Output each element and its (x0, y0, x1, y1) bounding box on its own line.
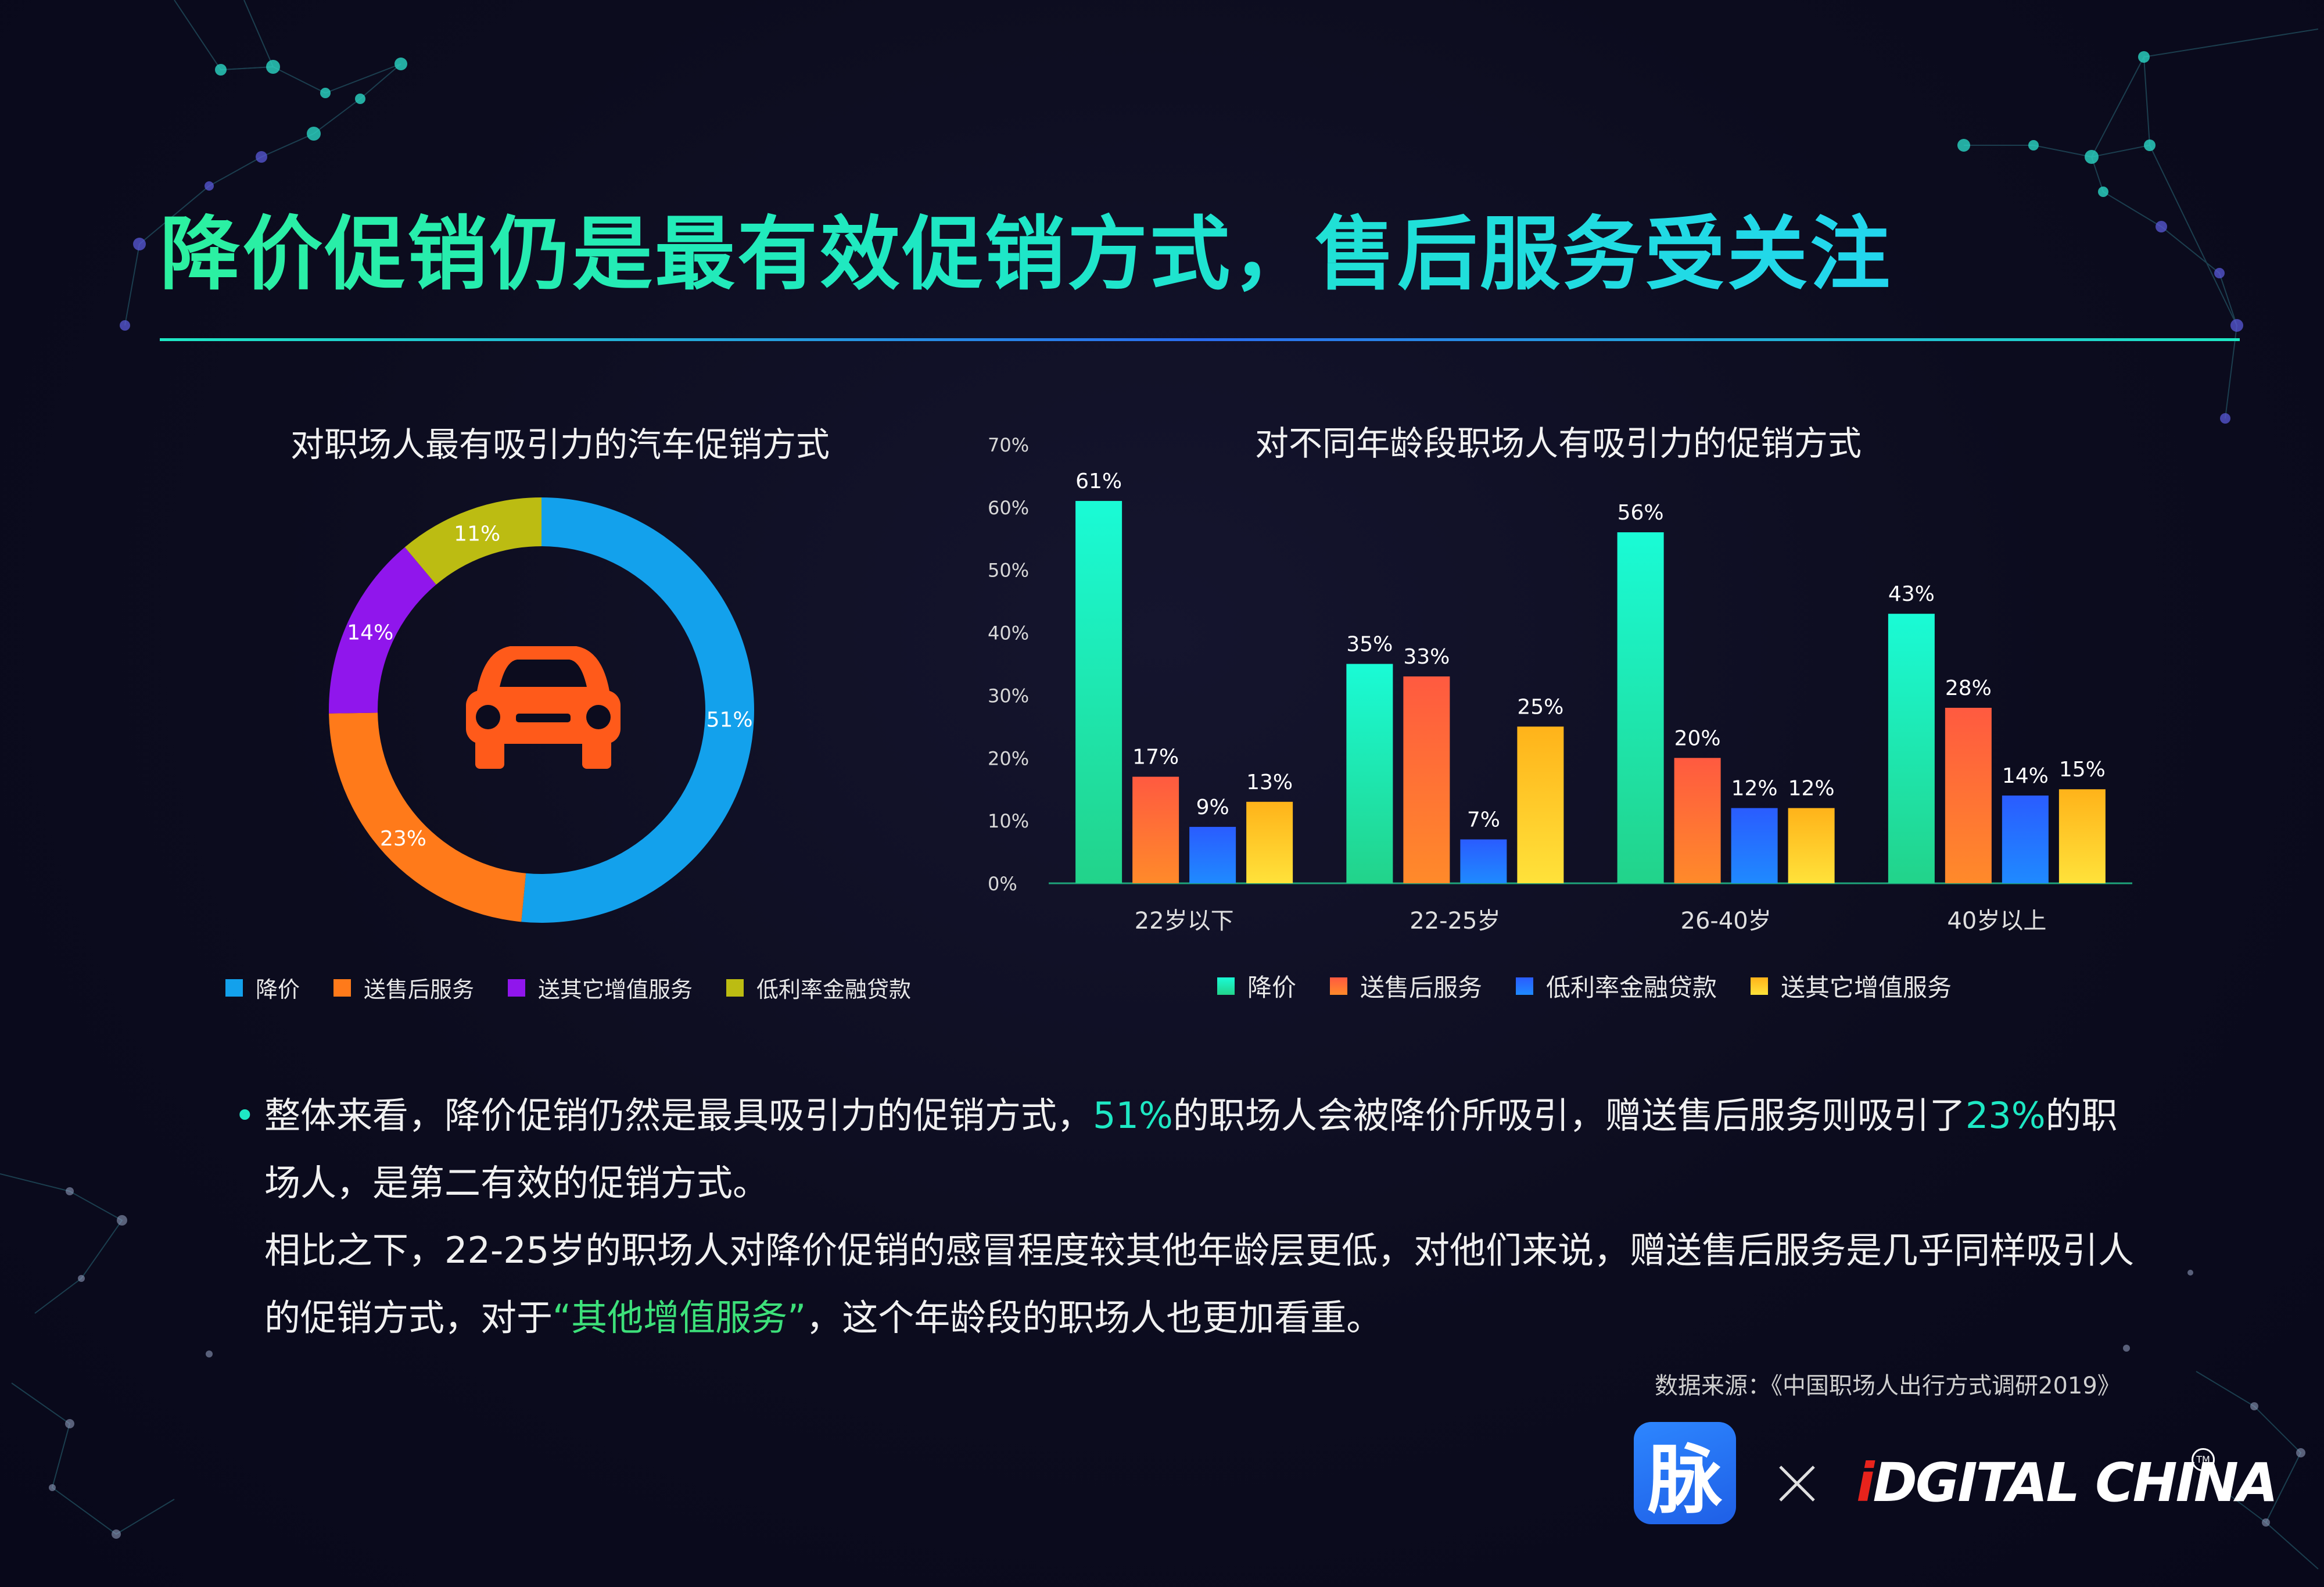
maimai-logo-glyph: 脉 (1647, 1436, 1722, 1524)
note-highlight: “其他增值服务” (553, 1296, 806, 1339)
digital-china-logo: iDGITAL CHINA (1856, 1452, 2278, 1514)
y-tick-label: 40% (988, 622, 1029, 644)
x-tick-label: 22岁以下 (1135, 908, 1234, 934)
legend-label: 送售后服务 (1360, 973, 1483, 1002)
logo-part: i (1856, 1452, 1875, 1514)
bar-chart-title: 对不同年龄段职场人有吸引力的促销方式 (1255, 424, 1862, 463)
x-tick-label: 26-40岁 (1681, 908, 1771, 934)
y-tick-label: 50% (988, 560, 1029, 582)
maimai-logo: 脉 (1634, 1422, 1736, 1524)
donut-slice-label: 51% (706, 708, 753, 732)
title-divider (160, 338, 2240, 341)
bar (1346, 664, 1393, 883)
bar (1403, 676, 1450, 883)
bar-value-label: 43% (1888, 582, 1935, 606)
donut-slice (329, 712, 526, 922)
bar-value-label: 9% (1196, 796, 1229, 819)
cross-icon (1779, 1466, 1815, 1502)
legend-label: 送其它增值服务 (1781, 973, 1952, 1002)
legend-item-other-value: 送其它增值服务 (508, 972, 693, 1004)
y-tick-label: 60% (988, 497, 1029, 519)
bar-value-label: 15% (2059, 758, 2106, 782)
logo-part: GITAL CHINA (1915, 1452, 2278, 1514)
analysis-notes: • 整体来看，降价促销仍然是最具吸引力的促销方式，51%的职场人会被降价所吸引，… (234, 1082, 2153, 1352)
legend-item-low-rate: 低利率金融贷款 (726, 972, 911, 1004)
bar-value-label: 33% (1403, 645, 1450, 669)
bar (2002, 796, 2049, 883)
car-icon (466, 646, 621, 769)
bar (1888, 614, 1935, 883)
bar (1731, 808, 1778, 883)
y-tick-label: 0% (988, 873, 1017, 895)
donut-chart-title: 对职场人最有吸引力的汽车促销方式 (290, 425, 830, 464)
legend-item-price-cut: 降价 (225, 972, 300, 1004)
donut-chart: 51% 23% 14% 11% (329, 497, 754, 923)
donut-slice-label: 11% (454, 522, 500, 546)
bar (1945, 708, 1992, 883)
legend-label: 低利率金融贷款 (1546, 973, 1717, 1002)
x-tick-label: 40岁以上 (1947, 908, 2046, 934)
bar (1246, 801, 1293, 883)
bar-value-label: 12% (1731, 777, 1778, 801)
legend-label: 送售后服务 (364, 977, 475, 1002)
legend-label: 送其它增值服务 (538, 977, 693, 1002)
legend-label: 降价 (1247, 973, 1297, 1002)
bar-value-label: 61% (1075, 470, 1122, 493)
logo-part: D (1873, 1452, 1917, 1514)
donut-legend: 降价 送售后服务 送其它增值服务 低利率金融贷款 (225, 972, 945, 1004)
legend-item-after-sales: 送售后服务 (1330, 968, 1482, 1004)
y-tick-label: 70% (988, 434, 1029, 456)
y-tick-label: 10% (988, 810, 1029, 832)
note-text: 整体来看，降价促销仍然是最具吸引力的促销方式， (264, 1094, 1093, 1137)
legend-item-other-value: 送其它增值服务 (1751, 968, 1952, 1004)
bar-value-label: 20% (1674, 726, 1721, 750)
donut-slice (521, 497, 754, 923)
bar-value-label: 7% (1467, 808, 1500, 832)
legend-item-price-cut: 降价 (1217, 968, 1296, 1004)
data-source: 数据来源：《中国职场人出行方式调研2019》 (1655, 1373, 2121, 1399)
bar (2058, 789, 2106, 883)
bar-chart: 0% 10% 20% 30% 40% 50% 60% 70% 61% 17% 9% 13% 35% 33… (988, 434, 2132, 934)
donut-slice (329, 547, 436, 714)
bar (1132, 776, 1179, 883)
bullet-icon: • (234, 1094, 256, 1137)
bar-value-label: 13% (1246, 771, 1293, 794)
page-title: 降价促销仍是最有效促销方式，售后服务受关注 (160, 189, 1892, 305)
legend-label: 降价 (256, 977, 300, 1002)
note-highlight: 23% (1965, 1094, 2046, 1137)
bar (1189, 826, 1236, 883)
bar-legend: 降价 送售后服务 低利率金融贷款 送其它增值服务 (1217, 968, 1985, 1004)
legend-item-after-sales: 送售后服务 (333, 972, 474, 1004)
y-tick-label: 30% (988, 685, 1029, 707)
bar-value-label: 25% (1517, 695, 1563, 719)
note-highlight: 51% (1093, 1094, 1173, 1137)
note-text: 的职场人，是第二有效的促销方式。 (264, 1094, 2118, 1204)
note-text: 相比之下，22-25岁的职场人对降价促销的感冒程度较其他年龄层更低，对他们来说，… (264, 1229, 2135, 1339)
legend-item-low-rate: 低利率金融贷款 (1516, 968, 1717, 1004)
bar-value-label: 28% (1945, 676, 1992, 700)
note-paragraph-1: 整体来看，降价促销仍然是最具吸引力的促销方式，51%的职场人会被降价所吸引，赠送… (264, 1082, 2153, 1217)
note-text: 的职场人会被降价所吸引，赠送售后服务则吸引了 (1172, 1094, 1966, 1137)
y-tick-label: 20% (988, 747, 1029, 769)
donut-slice-label: 23% (380, 827, 426, 851)
donut-slice (404, 497, 541, 585)
trademark-badge: TM (2192, 1448, 2215, 1471)
bar (1517, 726, 1564, 883)
bar-value-label: 12% (1788, 777, 1835, 801)
bar-value-label: 56% (1618, 501, 1664, 525)
bar (1460, 839, 1507, 883)
note-paragraph-2: 相比之下，22-25岁的职场人对降价促销的感冒程度较其他年龄层更低，对他们来说，… (264, 1217, 2153, 1352)
bar-value-label: 35% (1346, 633, 1393, 657)
bar (1075, 501, 1122, 883)
bar-value-label: 14% (2002, 764, 2049, 788)
legend-label: 低利率金融贷款 (756, 977, 912, 1002)
bar (1617, 532, 1664, 883)
bar-value-label: 17% (1132, 746, 1179, 769)
bar (1788, 808, 1835, 883)
bar (1674, 758, 1721, 883)
x-tick-label: 22-25岁 (1410, 908, 1500, 934)
note-text: ，这个年龄段的职场人也更加看重。 (806, 1296, 1383, 1339)
donut-slice-label: 14% (347, 621, 393, 644)
